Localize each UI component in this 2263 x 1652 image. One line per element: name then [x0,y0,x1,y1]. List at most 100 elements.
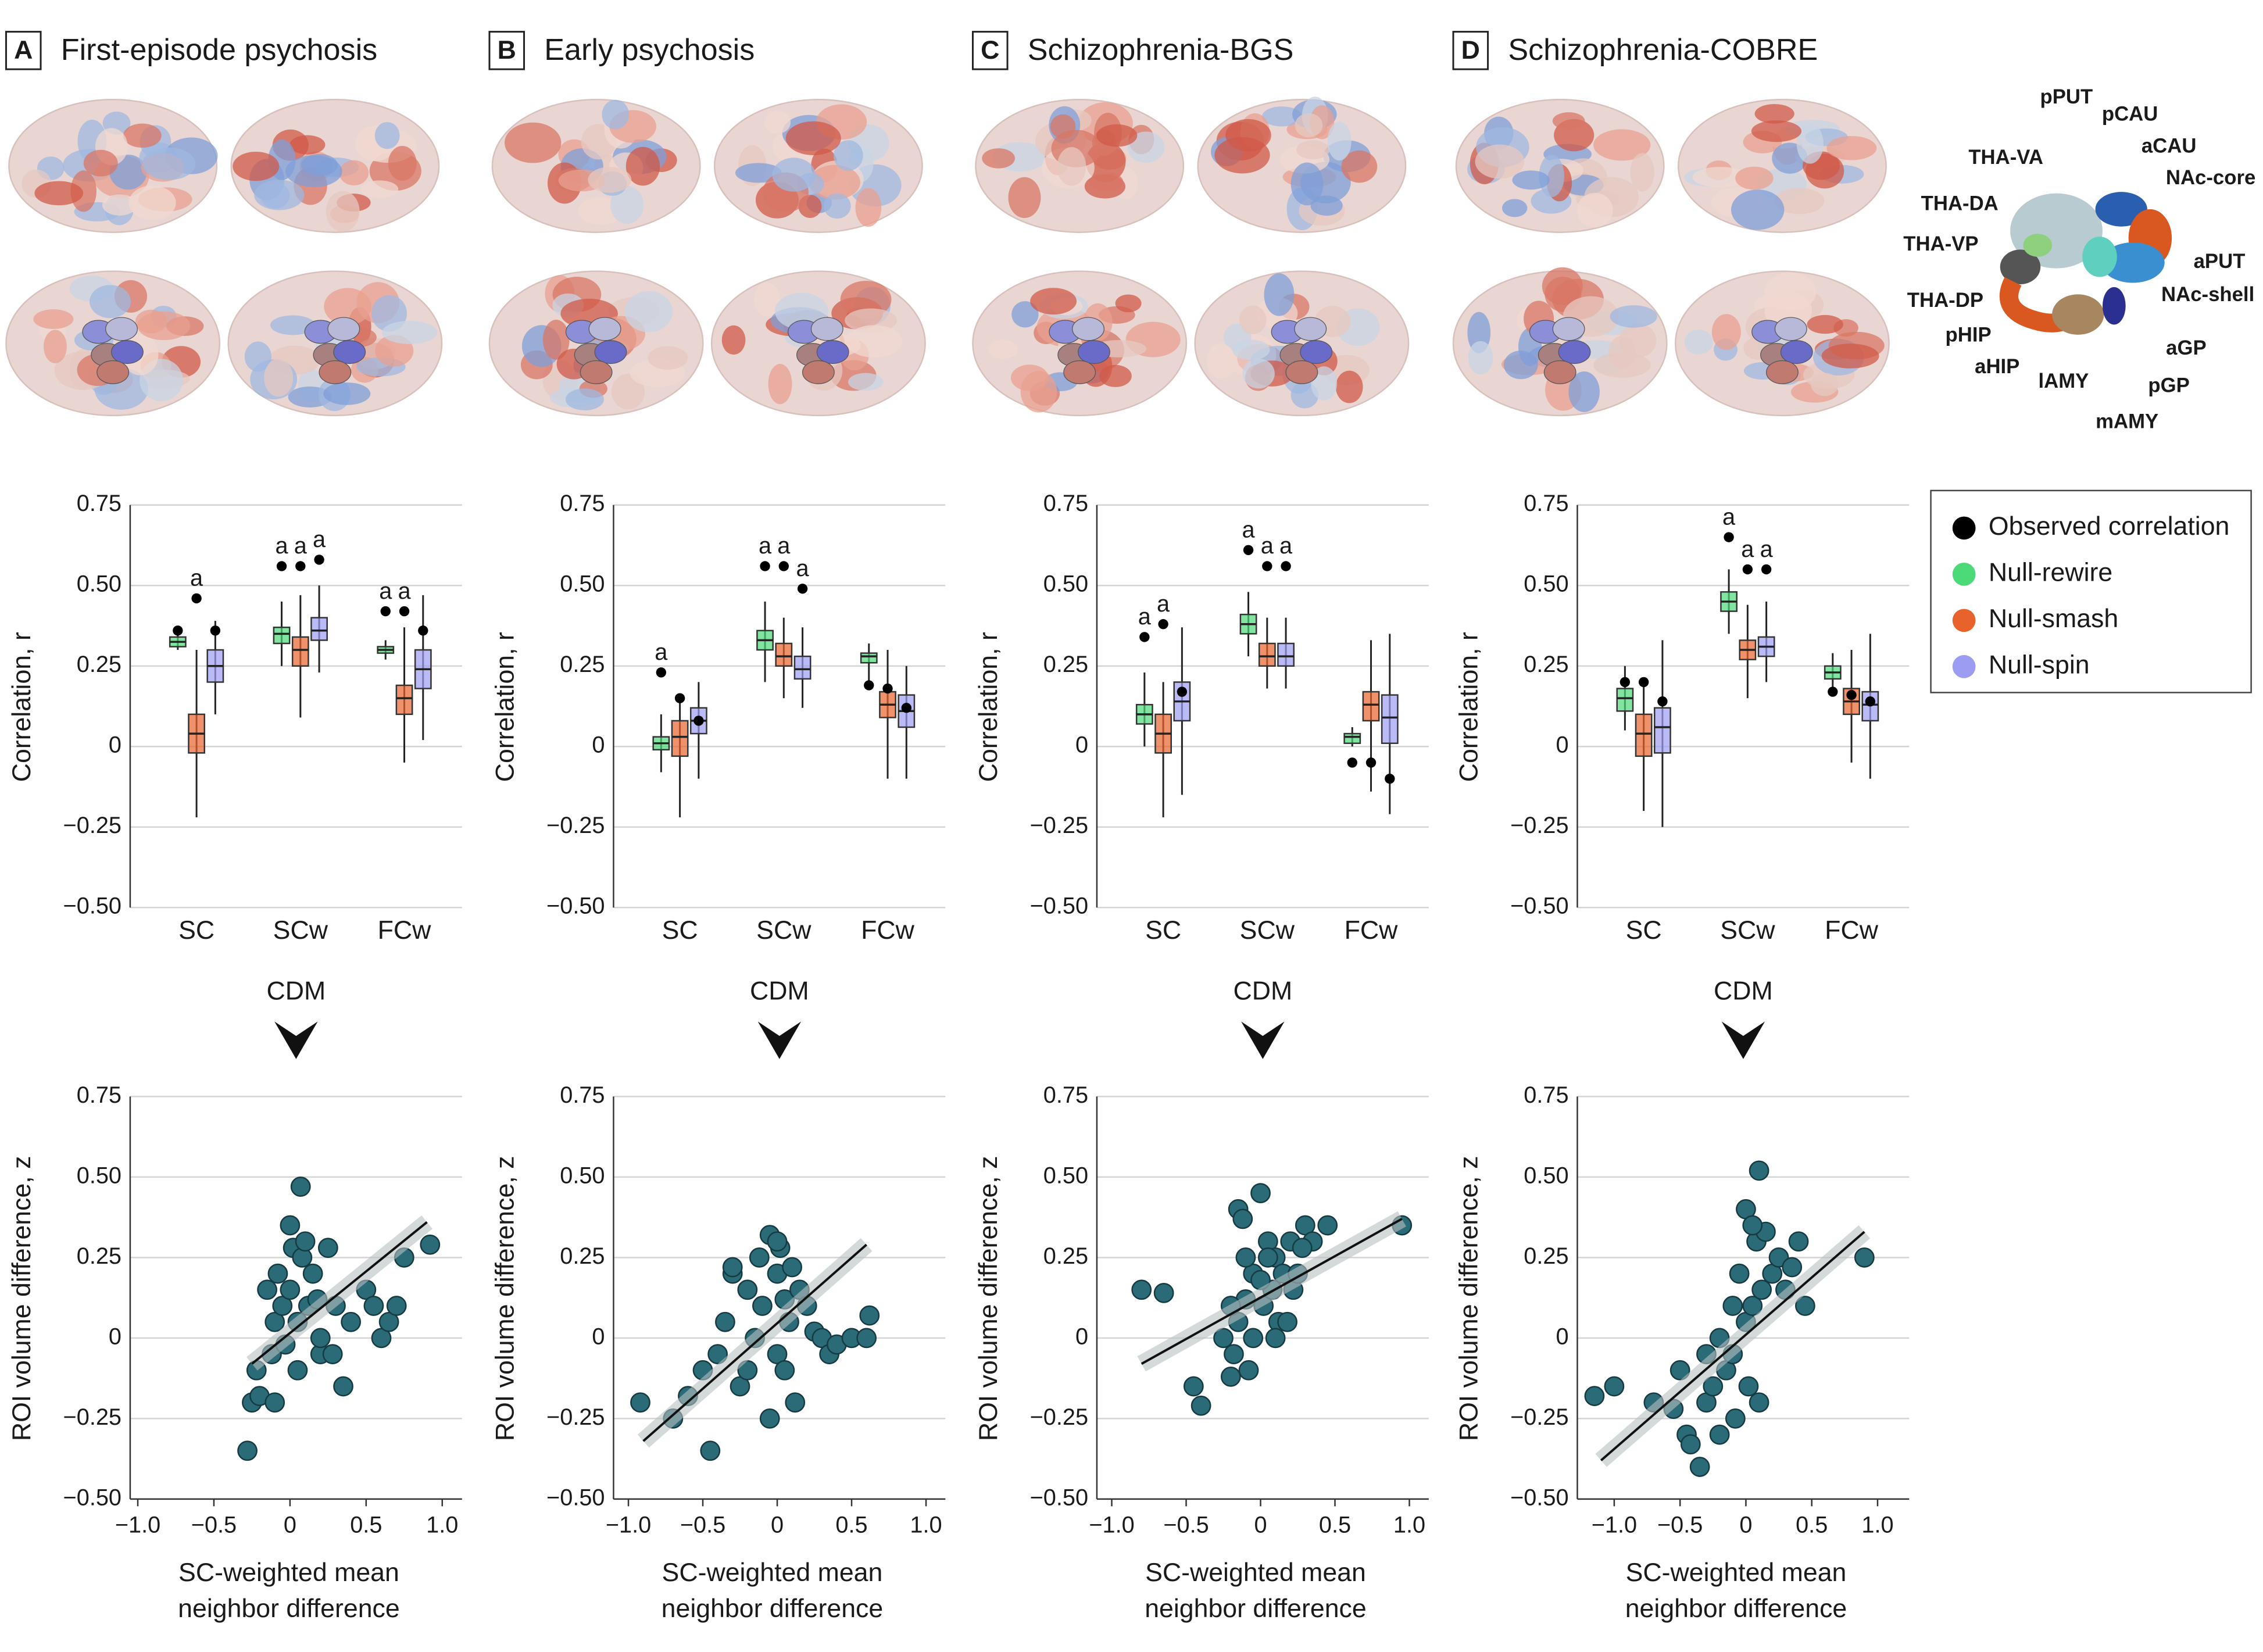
significance-label: a [398,578,411,604]
brain-parcel [785,121,841,155]
brain-parcel [1264,273,1295,316]
x-tick-label: −1.0 [606,1512,651,1538]
y-tick-label: −0.50 [1030,1485,1088,1510]
fit-line [251,1221,428,1365]
legend-label: Null-smash [1989,605,2118,633]
x-tick-label: SCw [756,916,811,945]
observed-point [418,625,428,636]
point [1292,1238,1313,1258]
significance-label: a [1741,537,1754,562]
significance-label: a [1157,591,1170,617]
arrow [757,1021,802,1059]
brain-parcel [1096,124,1138,147]
brain-parcel [611,374,645,410]
subcortex [1300,340,1333,364]
brain-parcel [123,123,162,148]
point [774,1360,795,1381]
x-tick-label: 1.0 [1861,1512,1893,1538]
point [420,1234,441,1255]
panel-letter: A [14,36,33,65]
y-tick-label: 0.50 [560,571,605,597]
brain-parcel [1692,167,1749,188]
annotation: CDM [267,977,326,1005]
atlas-region [2101,242,2165,283]
annotation: CDM [1714,977,1773,1005]
legend-marker [1952,563,1976,586]
y-tick-label: 0.50 [1043,1163,1088,1188]
brain-parcel [270,315,316,335]
y-tick-label: −0.25 [1030,813,1088,838]
x-tick-label: 1.0 [910,1512,942,1538]
brain-parcel [128,185,176,220]
box [793,655,811,680]
y-axis-label: Correlation, r [491,632,520,782]
observed-point [276,561,287,571]
point [749,1247,770,1268]
brain-parcel [1610,305,1657,328]
brain-parcel [1057,147,1086,186]
y-tick-label: 0.75 [1043,1082,1088,1108]
panel-letter: C [981,36,999,65]
brain-parcel [1735,166,1774,190]
x-axis-label: SC-weighted mean [662,1558,883,1587]
observed-point [1846,689,1857,700]
panel-letter-box [1452,31,1489,70]
subcortex [96,360,130,384]
brain-parcel [1261,106,1302,127]
brain-parcel [1475,144,1525,179]
significance-label: a [313,527,326,552]
brain-parcel [565,388,604,410]
atlas-label: NAc-core [2166,167,2255,189]
point [1749,1160,1769,1181]
y-axis-label: ROI volume difference, z [8,1156,36,1442]
brain-parcel [1751,120,1802,142]
atlas-label: aGP [2166,337,2207,359]
brain-parcel [772,158,816,192]
brain-parcel [610,185,644,224]
brain-parcel [1684,329,1713,355]
x-tick-label: SC [1145,916,1181,945]
brain-parcel [1806,153,1844,189]
point [630,1392,650,1413]
brain-parcel [388,145,417,181]
brain-parcel [109,155,147,190]
box [395,684,413,716]
point [1742,1215,1763,1236]
subcortex [1063,360,1096,384]
y-tick-label: 0.75 [1524,1082,1568,1108]
significance-label: a [777,533,791,559]
y-tick-label: 0.75 [1524,491,1568,516]
brain-parcel [823,193,851,219]
y-tick-label: −0.50 [1510,893,1568,919]
x-tick-label: 0 [1739,1512,1752,1538]
panel-letter: B [498,36,516,65]
y-tick-label: −0.50 [1510,1485,1568,1510]
point [722,1257,743,1278]
y-tick-label: 0.75 [1043,491,1088,516]
y-tick-label: 0 [109,732,121,758]
box [1616,688,1634,712]
point [752,1296,773,1316]
x-tick-label: SC [662,916,698,945]
brain-parcel [1807,314,1843,334]
panel-title: First-episode psychosis [61,33,377,67]
x-tick-label: 1.0 [1393,1512,1425,1538]
x-tick-label: −0.5 [680,1512,725,1538]
panel-title: Early psychosis [544,33,755,67]
y-tick-label: 0.25 [560,1243,605,1269]
subcortex [105,317,138,341]
subcortex [810,317,843,341]
y-tick-label: 0.75 [77,491,121,516]
brain-parcel [1030,288,1077,315]
brain-parcel [1576,192,1613,228]
point [371,1328,392,1349]
legend-marker [1952,655,1976,678]
observed-point [778,561,789,571]
y-tick-label: 0.75 [560,491,605,516]
observed-point [173,625,183,636]
subcortex [588,317,621,341]
atlas-region [2102,287,2126,325]
brain-parcel [34,181,84,206]
y-tick-label: 0.75 [77,1082,121,1108]
